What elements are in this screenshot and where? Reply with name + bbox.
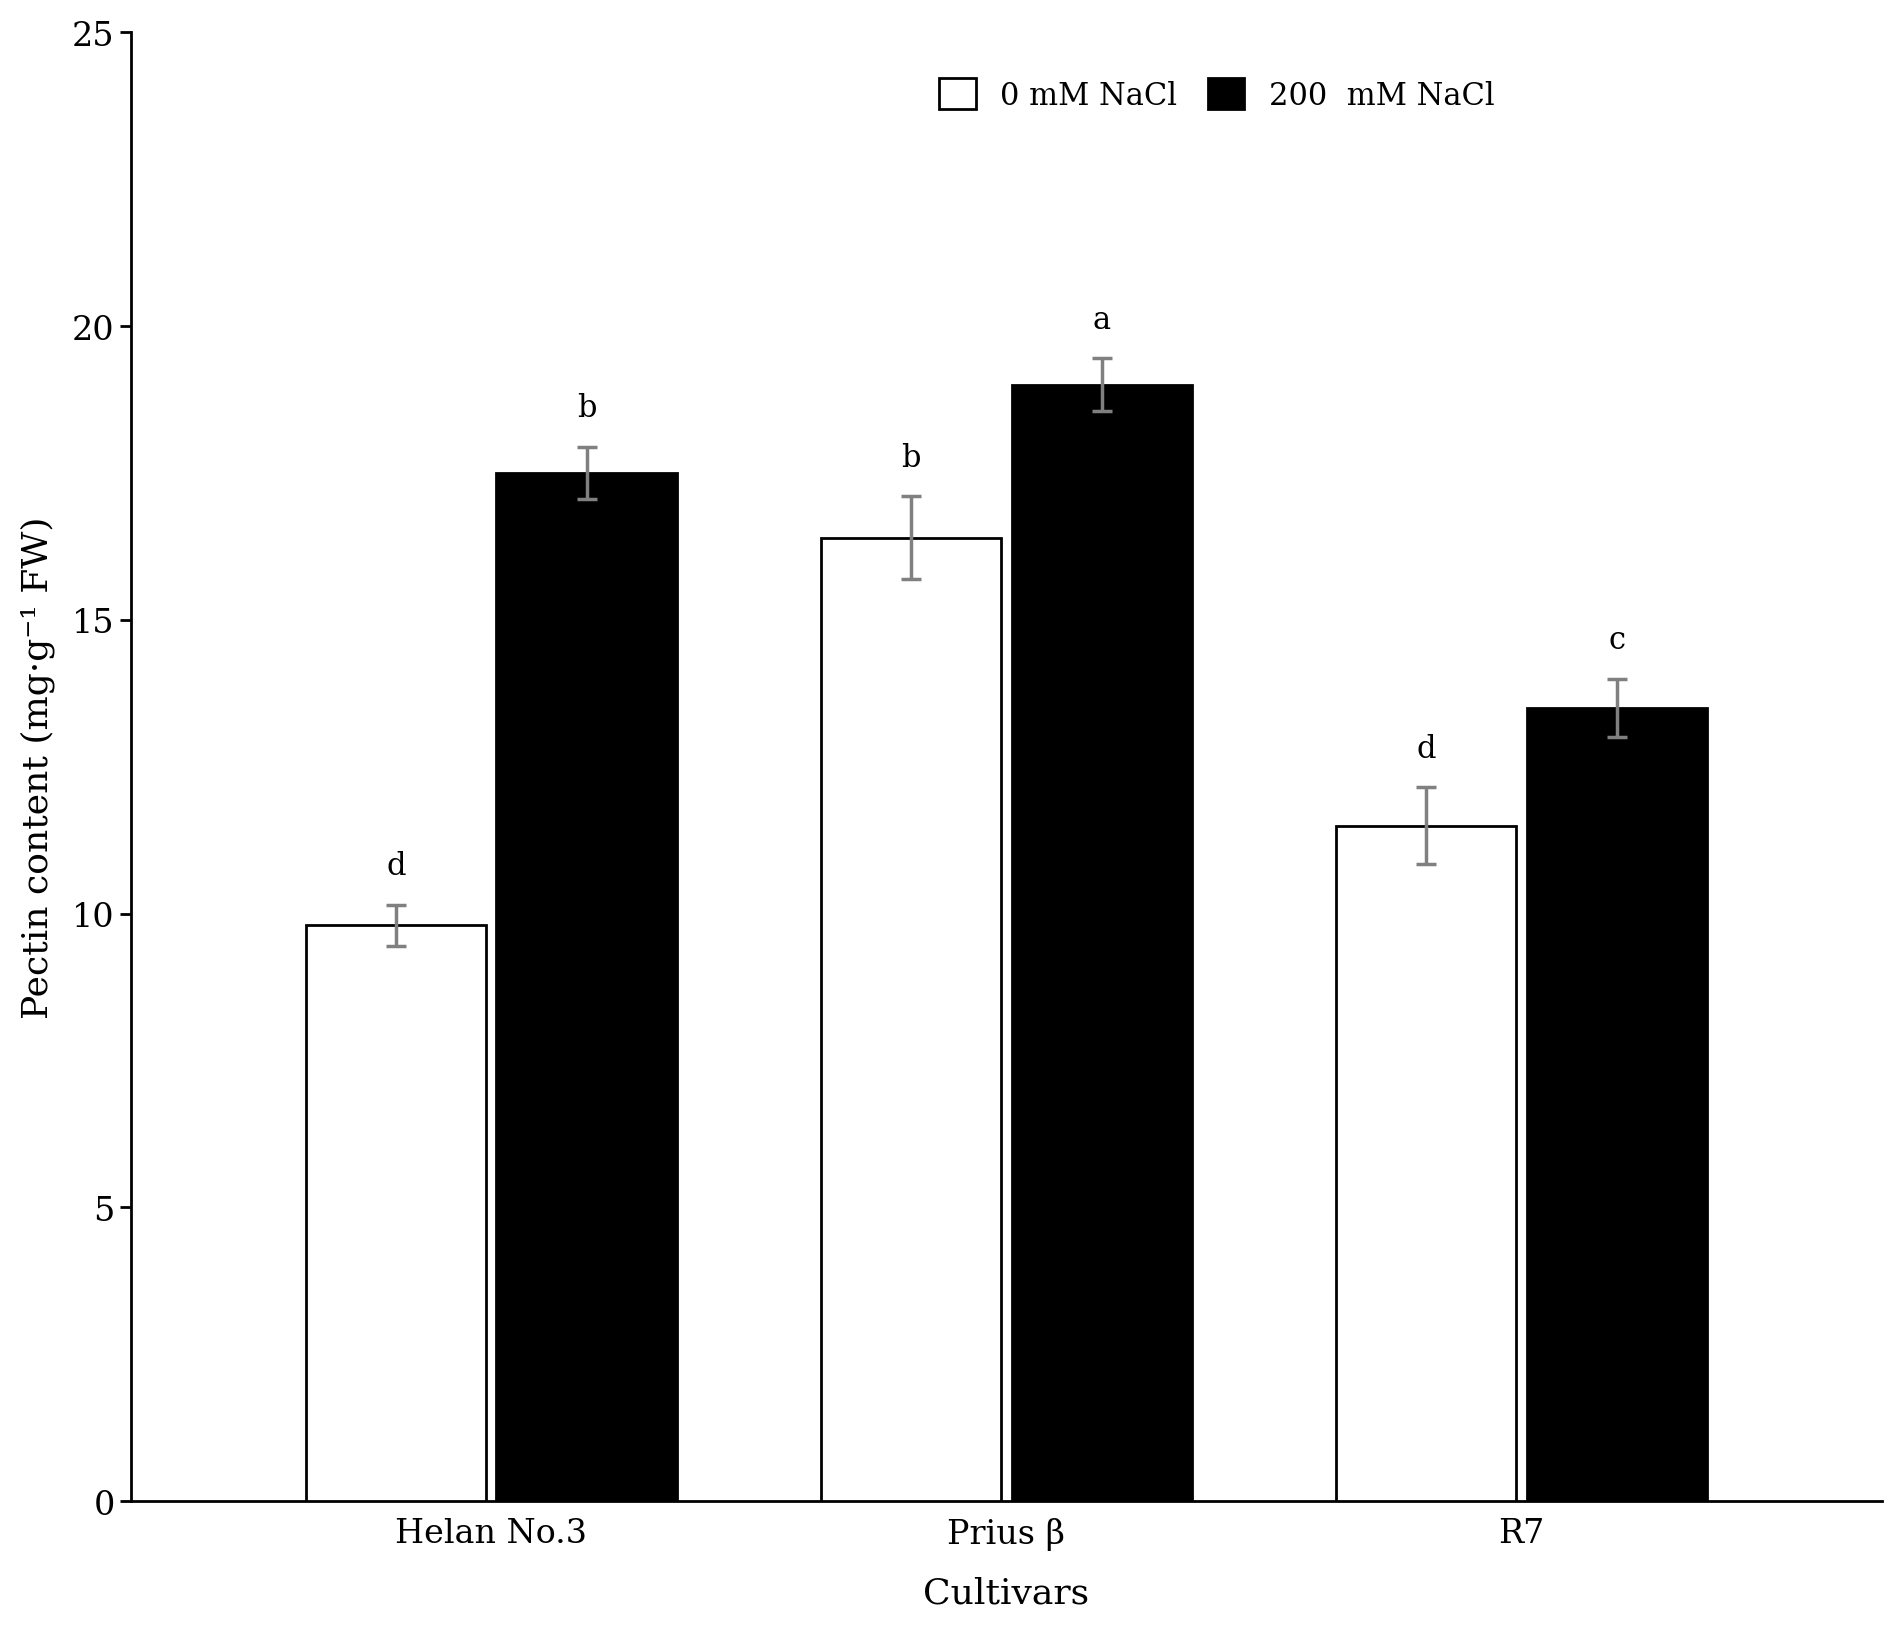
Bar bbox=[497, 474, 677, 1501]
Bar bbox=[1526, 709, 1707, 1501]
Text: b: b bbox=[902, 443, 921, 474]
Text: b: b bbox=[577, 393, 596, 424]
Y-axis label: Pectin content (mg·g⁻¹ FW): Pectin content (mg·g⁻¹ FW) bbox=[21, 517, 55, 1019]
Text: d: d bbox=[1416, 734, 1437, 764]
Text: a: a bbox=[1092, 305, 1111, 336]
Text: d: d bbox=[386, 851, 405, 882]
Text: c: c bbox=[1608, 624, 1625, 655]
Bar bbox=[1336, 826, 1517, 1501]
Bar bbox=[820, 538, 1001, 1501]
X-axis label: Cultivars: Cultivars bbox=[923, 1575, 1090, 1609]
Legend: 0 mM NaCl, 200  mM NaCl: 0 mM NaCl, 200 mM NaCl bbox=[923, 64, 1509, 127]
Bar bbox=[306, 926, 485, 1501]
Bar bbox=[1012, 386, 1191, 1501]
